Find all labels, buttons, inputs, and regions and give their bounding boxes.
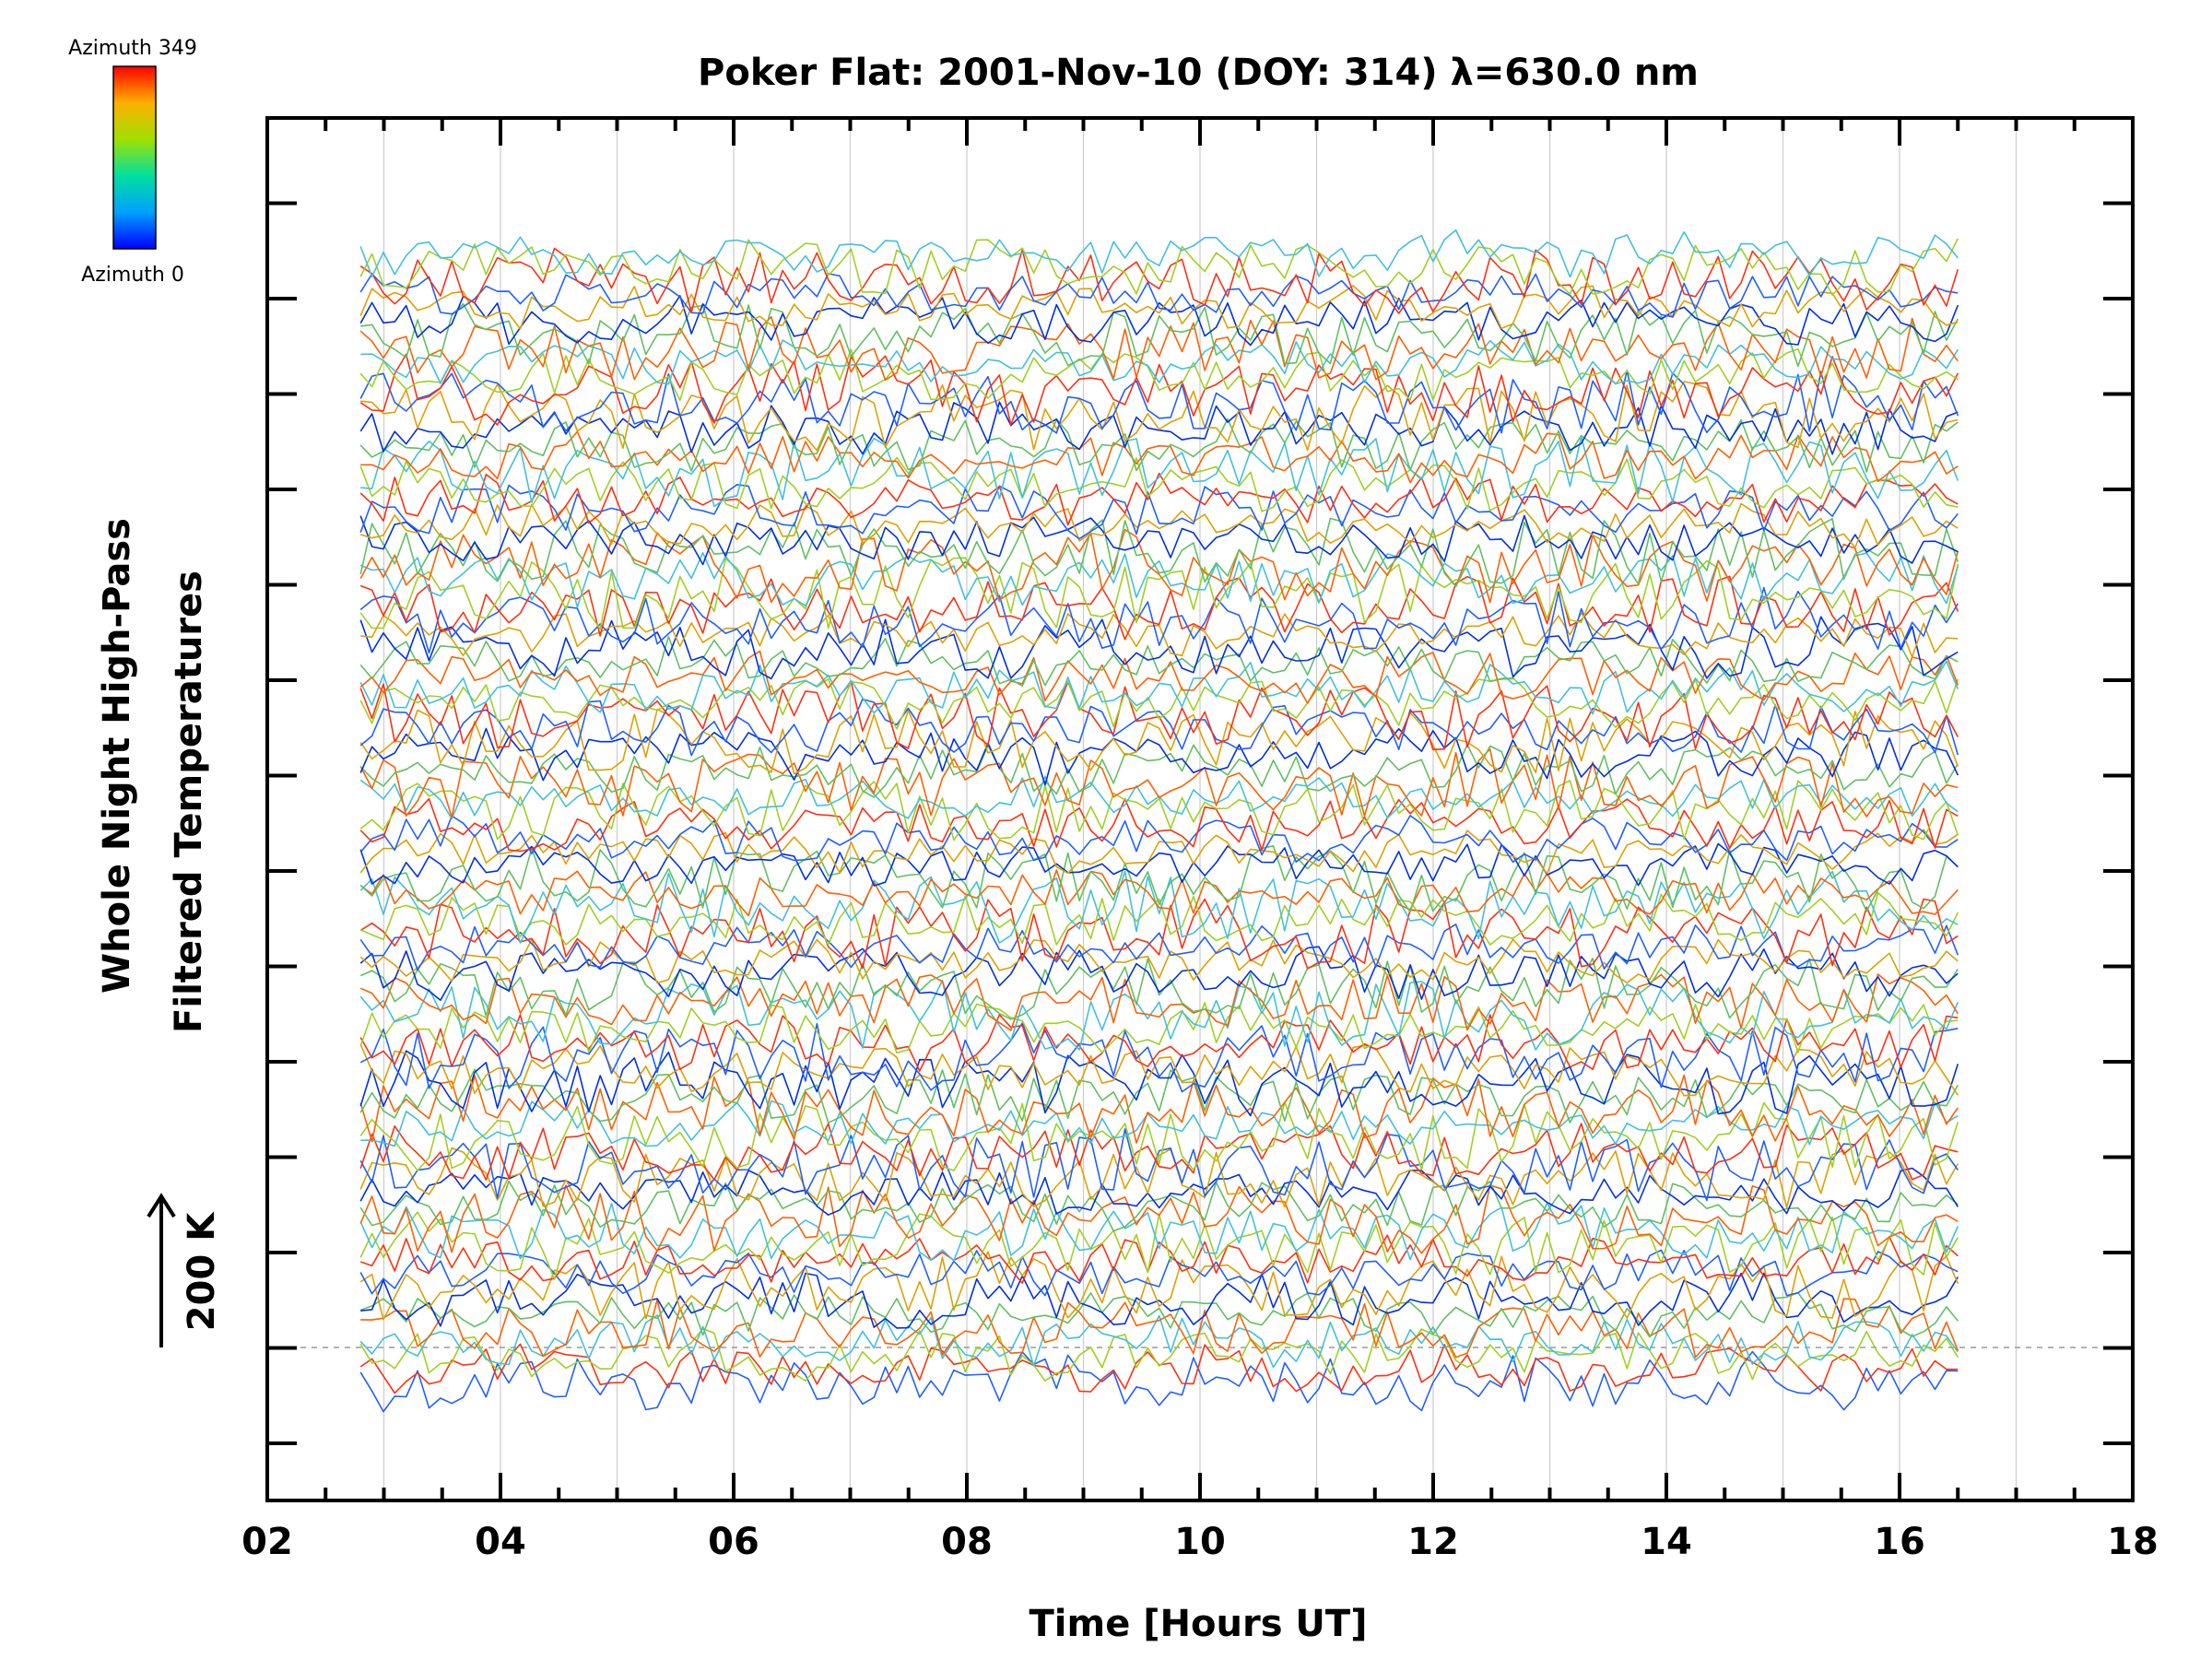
series-line xyxy=(359,898,1959,970)
x-tick-label: 12 xyxy=(1407,1521,1459,1563)
x-axis-ticks xyxy=(265,118,2135,1500)
x-tick-label: 06 xyxy=(708,1521,759,1563)
x-tick-label: 10 xyxy=(1174,1521,1226,1563)
series-line xyxy=(359,677,1959,730)
series-line xyxy=(359,1043,1959,1097)
colorbar-bottom-label: Azimuth 0 xyxy=(81,264,184,287)
series-line xyxy=(359,891,1959,946)
series-line xyxy=(359,229,1959,278)
series-line xyxy=(360,381,1959,452)
series-line xyxy=(360,612,1959,658)
series-line xyxy=(359,1251,1959,1321)
y-axis-label-line2: Filtered Temperatures xyxy=(168,571,210,1033)
y-axis-label-line1: Whole Night High-Pass xyxy=(96,518,138,994)
x-tick-label: 02 xyxy=(241,1521,293,1563)
series-line xyxy=(359,1180,1959,1232)
scale-marker: 200 K xyxy=(147,1193,223,1347)
series-line xyxy=(360,1100,1959,1147)
series-line xyxy=(359,1327,1959,1382)
series-line xyxy=(359,1249,1959,1297)
series-line xyxy=(359,869,1959,917)
series-line xyxy=(359,472,1959,526)
x-tick-labels: 02 04 06 08 10 12 14 16 18 xyxy=(241,1521,2159,1563)
x-tick-label: 04 xyxy=(475,1521,526,1563)
series-line xyxy=(359,1068,1959,1124)
series-line xyxy=(359,681,1959,751)
series-line xyxy=(359,273,1959,318)
series-line xyxy=(359,347,1959,402)
series-line xyxy=(359,616,1959,680)
series-line xyxy=(359,924,1959,971)
series-line xyxy=(359,247,1959,314)
scale-arrow-head xyxy=(147,1193,176,1218)
series-line xyxy=(359,747,1959,818)
series-line xyxy=(359,238,1959,296)
series-line xyxy=(359,295,1959,347)
colorbar-top-label: Azimuth 349 xyxy=(68,37,197,60)
x-tick-label: 16 xyxy=(1874,1521,1925,1563)
series-line xyxy=(359,1167,1959,1216)
series-line xyxy=(359,483,1959,540)
x-tick-label: 08 xyxy=(941,1521,993,1563)
series-line xyxy=(359,586,1959,654)
series-line xyxy=(360,430,1959,484)
series-line xyxy=(359,973,1959,1031)
series-line xyxy=(359,401,1959,455)
series-line xyxy=(359,1184,1959,1254)
chart-title: Poker Flat: 2001-Nov-10 (DOY: 314) λ=630… xyxy=(698,52,1699,94)
temperature-series xyxy=(359,229,1959,1413)
series-line xyxy=(359,815,1959,864)
series-line xyxy=(359,660,1959,715)
series-line xyxy=(359,1050,1959,1117)
series-line xyxy=(359,1147,1959,1208)
series-line xyxy=(359,1002,1959,1054)
series-line xyxy=(359,514,1959,566)
series-line xyxy=(359,557,1959,630)
x-tick-label: 14 xyxy=(1641,1521,1692,1563)
series-line xyxy=(359,353,1959,426)
colorbar-legend: Azimuth 349 Azimuth 0 xyxy=(68,37,197,287)
series-line xyxy=(359,1291,1959,1338)
series-line xyxy=(359,698,1959,757)
series-line xyxy=(359,1022,1959,1093)
series-line xyxy=(359,456,1959,512)
series-line xyxy=(359,1123,1959,1181)
series-line xyxy=(359,1350,1959,1413)
series-line xyxy=(359,315,1959,382)
series-line xyxy=(359,1234,1959,1285)
series-line xyxy=(360,339,1959,385)
series-line xyxy=(359,1314,1959,1369)
series-line xyxy=(359,528,1959,604)
scale-marker-label: 200 K xyxy=(181,1211,223,1331)
series-line xyxy=(359,370,1959,434)
series-line xyxy=(359,743,1959,798)
series-line xyxy=(359,551,1959,608)
series-line xyxy=(359,635,1959,688)
series-line xyxy=(360,436,1959,508)
series-line xyxy=(359,517,1959,588)
series-line xyxy=(359,938,1959,984)
series-line xyxy=(359,502,1959,548)
series-line xyxy=(359,575,1959,641)
series-line xyxy=(360,1298,1959,1359)
y-axis-ticks xyxy=(267,201,2133,1445)
series-line xyxy=(359,650,1959,704)
series-line xyxy=(359,418,1959,473)
series-line xyxy=(359,946,1959,1001)
x-axis-label: Time [Hours UT] xyxy=(1030,1603,1368,1645)
x-tick-label: 18 xyxy=(2107,1521,2159,1563)
series-line xyxy=(359,844,1959,913)
colorbar xyxy=(112,65,157,250)
series-line xyxy=(359,1101,1959,1171)
series-line xyxy=(359,780,1959,841)
series-line xyxy=(359,1128,1959,1202)
series-line xyxy=(359,1074,1959,1144)
series-line xyxy=(359,797,1959,853)
plot-area xyxy=(265,116,2135,1502)
series-line xyxy=(359,1202,1959,1262)
